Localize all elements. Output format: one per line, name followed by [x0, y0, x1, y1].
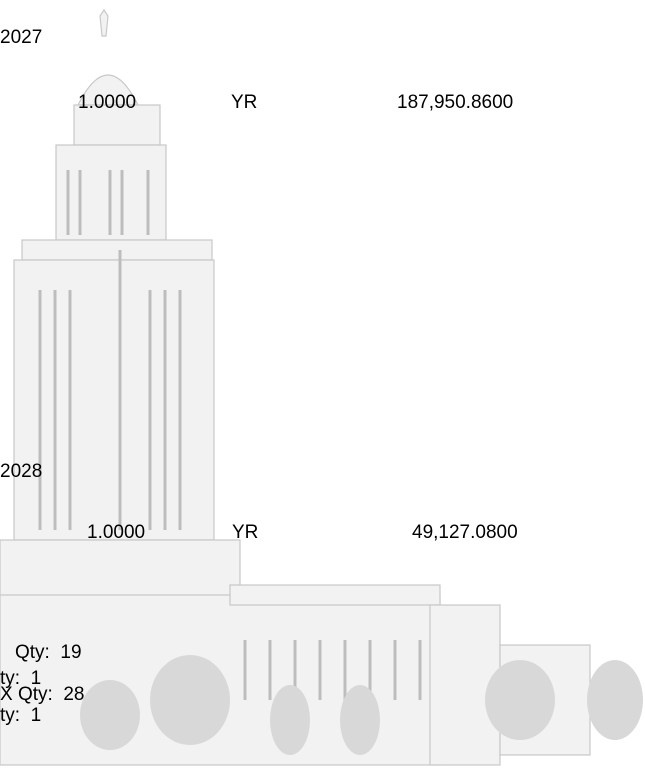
amount: 187,950.8600 — [397, 92, 514, 113]
unit: YR — [232, 522, 259, 543]
year-heading: 2027 — [0, 27, 43, 48]
item-line: X Qty: 28 — [0, 684, 85, 705]
quantity: 1.0000 — [87, 522, 146, 543]
item-line: ty: 1 — [0, 668, 42, 689]
year-heading: 2028 — [0, 461, 43, 482]
unit: YR — [231, 92, 258, 113]
item-line: ty: 1 — [0, 705, 42, 726]
item-line: Qty: 19 — [15, 642, 82, 663]
quantity: 1.0000 — [78, 92, 137, 113]
amount: 49,127.0800 — [412, 522, 518, 543]
